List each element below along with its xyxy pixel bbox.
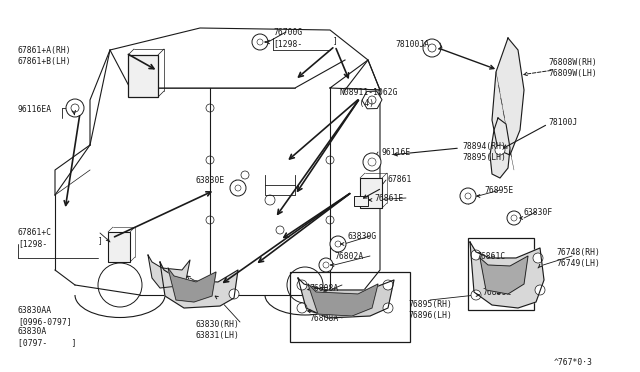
Circle shape: [297, 303, 307, 313]
Text: 67861: 67861: [388, 175, 412, 184]
Text: 96116E: 96116E: [382, 148, 412, 157]
Circle shape: [471, 290, 481, 300]
Text: 76808E: 76808E: [482, 288, 511, 297]
Circle shape: [495, 145, 505, 155]
Circle shape: [471, 250, 481, 260]
Text: 76808A: 76808A: [309, 284, 339, 293]
Circle shape: [460, 188, 476, 204]
Circle shape: [230, 180, 246, 196]
Circle shape: [330, 236, 346, 252]
Polygon shape: [480, 256, 528, 294]
Circle shape: [535, 285, 545, 295]
Circle shape: [229, 289, 239, 299]
Polygon shape: [308, 284, 378, 316]
Text: 78100J: 78100J: [548, 118, 577, 127]
Text: 76861E: 76861E: [374, 194, 403, 203]
Text: ^767*0·3: ^767*0·3: [554, 358, 593, 367]
Polygon shape: [148, 255, 190, 288]
Text: 78100JA: 78100JA: [395, 40, 429, 49]
Polygon shape: [298, 278, 394, 318]
FancyBboxPatch shape: [108, 232, 130, 262]
Text: 63830E: 63830E: [196, 176, 225, 185]
Text: 63830A: 63830A: [175, 286, 204, 295]
Text: 76700G
[1298-: 76700G [1298-: [273, 28, 302, 48]
Text: 76802A: 76802A: [334, 252, 364, 261]
Circle shape: [383, 303, 393, 313]
FancyBboxPatch shape: [354, 196, 368, 206]
Polygon shape: [490, 118, 510, 178]
Text: 63830F: 63830F: [524, 208, 553, 217]
Text: 76895E: 76895E: [484, 186, 513, 195]
Text: 63830G: 63830G: [347, 232, 376, 241]
Circle shape: [160, 270, 170, 280]
Circle shape: [423, 39, 441, 57]
Text: 63830AA
[0996-0797]
63830A
[0797-     ]: 63830AA [0996-0797] 63830A [0797- ]: [18, 306, 77, 347]
Circle shape: [383, 280, 393, 290]
Circle shape: [252, 34, 268, 50]
Circle shape: [297, 280, 307, 290]
Text: 76808A: 76808A: [309, 314, 339, 323]
Circle shape: [66, 99, 84, 117]
Circle shape: [363, 153, 381, 171]
Text: 78894(RH)
78895(LH): 78894(RH) 78895(LH): [462, 142, 506, 162]
Text: 67861+C
[1298-: 67861+C [1298-: [18, 228, 52, 248]
Text: ]: ]: [333, 36, 338, 45]
Text: 96116EA: 96116EA: [18, 105, 52, 114]
Circle shape: [533, 253, 543, 263]
Circle shape: [319, 258, 333, 272]
Text: 63830(RH)
63831(LH): 63830(RH) 63831(LH): [196, 320, 240, 340]
Polygon shape: [160, 262, 238, 308]
FancyBboxPatch shape: [128, 55, 158, 97]
Text: 76895(RH)
76896(LH): 76895(RH) 76896(LH): [408, 300, 452, 320]
FancyBboxPatch shape: [360, 178, 382, 208]
Text: ]: ]: [98, 236, 103, 245]
Text: N08911-1062G
    (4): N08911-1062G (4): [340, 88, 399, 108]
Text: 76861C: 76861C: [476, 252, 505, 261]
Text: 67861+A(RH)
67861+B(LH): 67861+A(RH) 67861+B(LH): [18, 46, 72, 66]
Circle shape: [507, 211, 521, 225]
Polygon shape: [470, 242, 544, 308]
Text: 76748(RH)
76749(LH): 76748(RH) 76749(LH): [556, 248, 600, 268]
Polygon shape: [492, 38, 524, 155]
Text: 76808W(RH)
76809W(LH): 76808W(RH) 76809W(LH): [548, 58, 596, 78]
Polygon shape: [168, 268, 216, 302]
